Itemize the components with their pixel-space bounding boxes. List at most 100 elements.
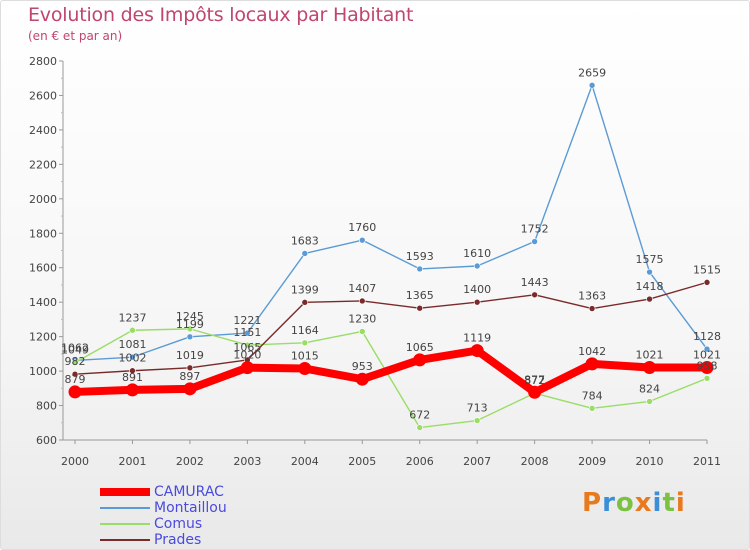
data-point-comus xyxy=(358,328,366,335)
data-label-comus: 1151 xyxy=(233,326,261,339)
y-tick-label: 600 xyxy=(36,434,57,447)
data-point-comus xyxy=(71,359,79,366)
legend-item-prades: Prades xyxy=(100,532,320,548)
data-point-comus xyxy=(301,339,309,347)
data-label-prades: 1399 xyxy=(291,283,319,296)
data-label-prades: 1407 xyxy=(348,282,376,295)
y-tick-label: 1600 xyxy=(29,262,57,275)
legend-swatch-comus xyxy=(100,523,150,525)
data-point-prades xyxy=(301,299,309,306)
legend-swatch-camurac xyxy=(100,488,150,496)
data-label-camurac: 877 xyxy=(524,373,545,386)
data-point-camurac xyxy=(125,383,139,397)
data-label-comus: 872 xyxy=(524,374,545,387)
logo-letter: P xyxy=(582,488,603,518)
data-point-montaillou xyxy=(588,81,596,89)
data-point-comus xyxy=(129,326,136,334)
y-tick-label: 1200 xyxy=(29,331,57,344)
data-label-camurac: 879 xyxy=(65,373,86,386)
data-label-montaillou: 1199 xyxy=(176,318,204,331)
data-point-camurac xyxy=(355,372,369,386)
data-label-montaillou: 1610 xyxy=(463,247,491,260)
data-label-comus: 1164 xyxy=(291,324,319,337)
logo-letter: t xyxy=(662,488,676,518)
data-point-camurac xyxy=(298,362,312,376)
legend-label-comus: Comus xyxy=(154,516,203,532)
data-label-comus: 672 xyxy=(409,409,430,422)
data-label-montaillou: 1575 xyxy=(636,253,664,266)
data-label-camurac: 891 xyxy=(122,371,143,384)
data-label-montaillou: 1062 xyxy=(61,341,89,354)
data-point-prades xyxy=(416,304,424,312)
legend-item-camurac: CAMURAC xyxy=(100,484,320,500)
data-label-prades: 1418 xyxy=(636,280,664,293)
data-point-montaillou xyxy=(416,265,424,273)
data-label-camurac: 1015 xyxy=(291,350,319,363)
data-point-prades xyxy=(531,291,538,299)
y-tick-label: 1800 xyxy=(29,227,57,240)
logo-letter: r xyxy=(602,488,616,518)
data-label-camurac: 1021 xyxy=(636,348,664,361)
x-tick-label: 2009 xyxy=(578,455,606,468)
x-tick-label: 2008 xyxy=(521,455,549,468)
data-point-comus xyxy=(703,375,711,382)
data-point-montaillou xyxy=(703,345,711,353)
data-label-prades: 982 xyxy=(65,355,86,368)
data-point-camurac xyxy=(68,385,82,399)
data-point-montaillou xyxy=(129,353,136,361)
data-label-montaillou: 1593 xyxy=(406,250,434,263)
y-tick-label: 800 xyxy=(36,400,57,413)
data-label-prades: 1515 xyxy=(693,263,721,276)
data-label-comus: 713 xyxy=(467,402,488,415)
legend-label-montaillou: Montaillou xyxy=(154,500,227,516)
data-label-camurac: 1020 xyxy=(233,349,261,362)
x-tick-label: 2006 xyxy=(406,455,434,468)
data-point-camurac xyxy=(413,353,427,367)
x-tick-label: 2004 xyxy=(291,455,319,468)
data-point-camurac xyxy=(700,360,714,374)
data-label-montaillou: 1221 xyxy=(233,314,261,327)
data-point-montaillou xyxy=(186,333,194,341)
x-tick-label: 2010 xyxy=(636,455,664,468)
legend-item-montaillou: Montaillou xyxy=(100,500,320,516)
data-point-comus xyxy=(646,398,653,405)
proxiti-logo: Proxiti xyxy=(582,488,686,518)
logo-letter: x xyxy=(634,488,653,518)
legend-swatch-montaillou xyxy=(100,507,150,509)
x-tick-label: 2007 xyxy=(463,455,491,468)
series-line-montaillou xyxy=(74,84,708,362)
y-tick-label: 2000 xyxy=(29,193,57,206)
data-point-prades xyxy=(646,295,653,303)
y-tick-label: 2800 xyxy=(29,55,57,68)
data-label-comus: 1230 xyxy=(348,312,376,325)
data-label-comus: 958 xyxy=(697,359,718,372)
data-point-montaillou xyxy=(301,250,309,257)
data-point-montaillou xyxy=(244,329,251,337)
data-point-camurac xyxy=(585,357,599,371)
data-point-camurac xyxy=(643,360,657,374)
chart-title: Evolution des Impôts locaux par Habitant xyxy=(28,4,414,26)
data-point-prades xyxy=(358,297,366,305)
data-point-prades xyxy=(588,305,596,312)
data-point-comus xyxy=(186,325,194,333)
legend-swatch-prades xyxy=(100,539,150,541)
x-tick-label: 2001 xyxy=(118,455,146,468)
data-point-montaillou xyxy=(358,236,366,244)
legend: CAMURAC Montaillou Comus Prades xyxy=(100,484,320,548)
y-tick-label: 1000 xyxy=(29,365,57,378)
x-tick-label: 2011 xyxy=(693,455,721,468)
data-label-prades: 1363 xyxy=(578,290,606,303)
data-label-comus: 784 xyxy=(582,389,603,402)
y-tick-label: 2200 xyxy=(29,158,57,171)
x-tick-label: 2000 xyxy=(61,455,89,468)
data-point-camurac xyxy=(470,344,484,358)
data-point-prades xyxy=(703,279,711,286)
data-label-montaillou: 1128 xyxy=(693,330,721,343)
x-tick-label: 2005 xyxy=(348,455,376,468)
chart-subtitle: (en € et par an) xyxy=(28,29,123,43)
data-point-comus xyxy=(244,341,251,349)
data-point-montaillou xyxy=(473,262,481,270)
data-point-comus xyxy=(416,424,424,431)
